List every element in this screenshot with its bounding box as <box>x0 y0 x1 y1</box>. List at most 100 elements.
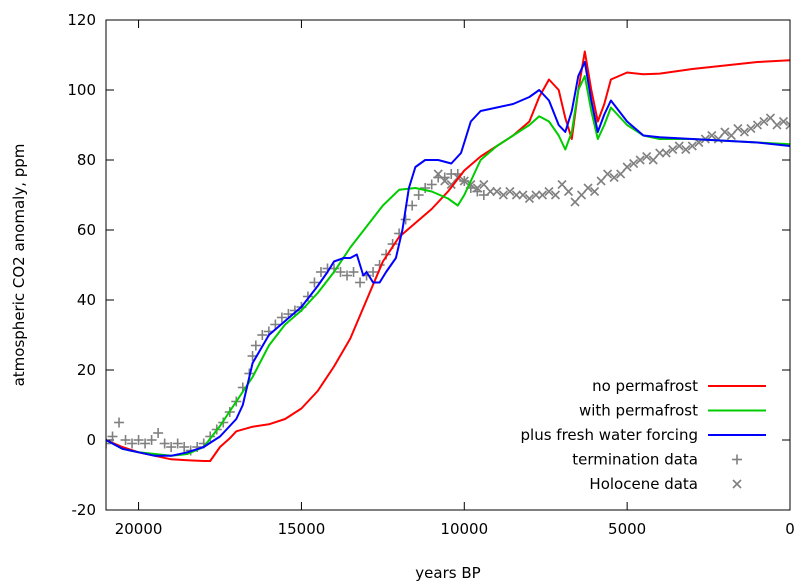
holocene-data-point <box>544 186 554 197</box>
holocene-data-point <box>570 197 580 207</box>
y-tick-label: 20 <box>77 361 96 379</box>
termination-data-point <box>368 267 379 277</box>
x-axis-ticks: 20000 15000 10000 5000 0 <box>115 20 795 538</box>
termination-data-point <box>106 438 111 449</box>
legend-label: with permafrost <box>579 402 698 420</box>
holocene-data-point <box>440 176 450 186</box>
x-tick-label: 20000 <box>115 520 163 538</box>
termination-data-point <box>120 435 131 445</box>
holocene-data-point <box>674 141 684 151</box>
termination-data-point <box>146 435 157 445</box>
holocene-data-point <box>687 141 697 151</box>
legend-label: no permafrost <box>592 377 698 395</box>
holocene-data-point <box>681 144 691 155</box>
holocene-data-point <box>759 116 769 127</box>
holocene-data-point <box>707 130 717 141</box>
termination-data-point <box>159 438 170 449</box>
holocene-data-point <box>726 130 736 141</box>
y-tick-label: 80 <box>77 151 96 169</box>
holocene-data-point <box>668 144 678 155</box>
y-tick-label: 40 <box>77 291 96 309</box>
holocene-data-point <box>563 186 574 197</box>
legend: no permafrost with permafrost plus fresh w… <box>521 377 766 493</box>
holocene-data-point <box>622 162 632 172</box>
legend-swatch <box>732 479 742 489</box>
holocene-data-point <box>765 113 776 123</box>
holocene-data-point <box>648 155 658 165</box>
y-tick-label: -20 <box>72 501 97 519</box>
holocene-data-point <box>498 190 508 200</box>
holocene-data-point <box>446 179 456 190</box>
holocene-data-point <box>785 120 790 130</box>
holocene-data-point <box>772 120 782 130</box>
termination-data-point <box>166 442 177 452</box>
termination-data-point <box>355 277 366 288</box>
termination-data-point <box>400 214 411 225</box>
series-line-with-permafrost <box>106 75 790 457</box>
x-tick-label: 0 <box>785 520 795 538</box>
holocene-data-point <box>557 179 567 190</box>
holocene-data-point <box>629 158 639 169</box>
holocene-data-point <box>472 183 482 193</box>
holocene-data-point <box>550 190 561 200</box>
termination-data-point <box>335 267 346 277</box>
y-tick-label: 60 <box>77 221 96 239</box>
plot-frame <box>105 19 791 511</box>
holocene-data-point <box>596 176 606 186</box>
termination-data-point <box>413 190 424 200</box>
holocene-data-point <box>524 193 534 204</box>
holocene-data-point <box>752 120 762 130</box>
termination-data-point <box>107 431 118 442</box>
y-tick-label: 120 <box>67 11 96 29</box>
x-axis-label: years BP <box>415 564 480 582</box>
holocene-data-point <box>609 172 619 183</box>
termination-data-point <box>348 267 359 277</box>
holocene-data-point <box>713 134 723 144</box>
holocene-data-point <box>603 169 613 179</box>
holocene-data-point <box>655 148 665 158</box>
x-tick-label: 15000 <box>278 520 326 538</box>
termination-data-point <box>309 277 320 288</box>
holocene-data-point <box>518 190 528 200</box>
x-tick-label: 10000 <box>440 520 488 538</box>
holocene-data-point <box>459 176 469 186</box>
holocene-data-point <box>537 190 548 200</box>
legend-swatch <box>732 454 742 465</box>
termination-data-point <box>426 179 437 190</box>
termination-data-point <box>140 438 151 449</box>
holocene-data-point <box>739 127 749 137</box>
holocene-data-point <box>531 190 541 200</box>
y-axis-ticks: -20 0 20 40 60 80 100 120 <box>67 11 790 519</box>
holocene-data-point <box>642 151 652 162</box>
holocene-data-point <box>576 190 587 200</box>
termination-data-point <box>179 442 190 452</box>
termination-data-point <box>250 340 261 351</box>
termination-data-point <box>153 428 164 438</box>
holocene-data-point <box>505 186 515 197</box>
plot-series <box>106 50 790 462</box>
holocene-data-point <box>720 127 730 137</box>
termination-data-point <box>172 438 183 449</box>
holocene-data-point <box>590 186 600 197</box>
y-tick-label: 0 <box>86 431 96 449</box>
y-axis-label: atmospheric CO2 anomaly, ppm <box>10 144 28 387</box>
legend-label: plus fresh water forcing <box>521 426 698 444</box>
termination-data-point <box>276 312 287 323</box>
termination-data-point <box>114 417 125 428</box>
x-tick-label: 5000 <box>608 520 646 538</box>
legend-label: termination data <box>572 451 698 469</box>
termination-data-point <box>257 330 268 340</box>
y-tick-label: 100 <box>67 81 96 99</box>
holocene-data-point <box>511 190 521 200</box>
holocene-data-point <box>635 155 645 165</box>
series-line-plus-fresh-water-forcing <box>106 61 790 457</box>
holocene-data-point <box>661 148 671 158</box>
holocene-data-point <box>616 169 626 179</box>
holocene-data-point <box>485 186 495 197</box>
termination-data-point <box>342 270 353 281</box>
holocene-data-point <box>746 123 756 134</box>
holocene-data-point <box>583 183 593 193</box>
holocene-data-point <box>479 179 489 190</box>
holocene-data-point <box>778 116 789 127</box>
